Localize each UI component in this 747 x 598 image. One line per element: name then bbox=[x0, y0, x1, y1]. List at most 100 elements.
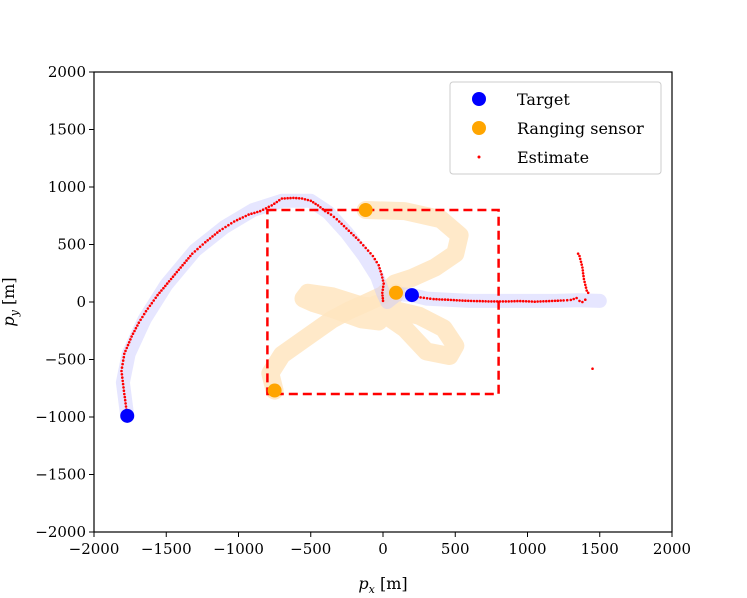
estimate-point bbox=[127, 341, 131, 344]
estimate-point bbox=[585, 289, 588, 292]
estimate-point bbox=[224, 225, 227, 229]
estimate-point bbox=[504, 300, 508, 303]
estimate-point bbox=[329, 213, 333, 216]
estimate-point bbox=[141, 315, 144, 319]
sensor-marker-1 bbox=[389, 285, 404, 300]
estimate-point bbox=[122, 355, 126, 359]
estimate-point bbox=[211, 235, 214, 238]
estimate-point bbox=[270, 204, 274, 207]
estimate-point bbox=[493, 300, 496, 303]
estimate-layer bbox=[120, 196, 594, 418]
y-tick-label: 0 bbox=[76, 293, 86, 311]
estimate-point bbox=[487, 300, 490, 303]
estimate-point bbox=[187, 257, 190, 260]
estimate-point bbox=[275, 200, 279, 204]
estimate-point bbox=[303, 198, 307, 201]
estimate-point bbox=[314, 202, 317, 206]
estimate-point bbox=[357, 238, 360, 242]
estimate-point bbox=[378, 267, 381, 270]
legend-box bbox=[449, 81, 662, 175]
estimate-point bbox=[125, 346, 129, 350]
estimate-point bbox=[213, 233, 217, 236]
estimate-point bbox=[572, 297, 575, 301]
estimate-point bbox=[247, 213, 250, 216]
estimate-point bbox=[126, 343, 130, 347]
region-box bbox=[266, 208, 500, 396]
estimate-point bbox=[142, 312, 146, 316]
estimate-point bbox=[432, 297, 435, 301]
y-tick-label: −2000 bbox=[35, 523, 86, 541]
estimate-point bbox=[536, 300, 539, 303]
estimate-point bbox=[354, 236, 358, 239]
estimate-point bbox=[443, 298, 447, 301]
estimate-point bbox=[533, 300, 536, 304]
estimate-point bbox=[575, 296, 578, 300]
x-tick-label: −500 bbox=[290, 540, 331, 558]
y-tick-label: 500 bbox=[57, 236, 86, 254]
legend-sensor-marker bbox=[472, 121, 486, 135]
estimate-point bbox=[173, 273, 177, 276]
estimate-point bbox=[241, 216, 245, 219]
estimate-point bbox=[289, 196, 292, 200]
estimate-point bbox=[232, 220, 236, 223]
estimate-point bbox=[278, 198, 281, 202]
estimate-point bbox=[527, 300, 531, 303]
estimate-point bbox=[547, 299, 551, 303]
estimate-point bbox=[316, 204, 320, 207]
estimate-point bbox=[381, 291, 384, 295]
estimate-point bbox=[369, 252, 372, 255]
estimate-point bbox=[539, 300, 542, 303]
estimate-point bbox=[255, 210, 259, 214]
estimate-point bbox=[193, 250, 197, 253]
estimate-point bbox=[244, 214, 247, 218]
estimate-point bbox=[218, 229, 221, 232]
estimate-point bbox=[379, 270, 382, 273]
estimate-point bbox=[435, 297, 438, 301]
estimate-point bbox=[261, 208, 265, 211]
estimate-point bbox=[309, 199, 313, 203]
estimate-point bbox=[124, 402, 127, 405]
estimate-point bbox=[337, 220, 341, 223]
estimate-point bbox=[131, 332, 135, 336]
estimate-point bbox=[581, 269, 585, 272]
estimate-point bbox=[584, 283, 587, 287]
estimate-point bbox=[381, 288, 385, 292]
estimate-point bbox=[283, 197, 287, 200]
y-tick-label: −500 bbox=[45, 351, 86, 369]
y-tick-label: −1000 bbox=[35, 408, 86, 426]
estimate-point bbox=[120, 369, 123, 373]
estimate-point bbox=[583, 280, 586, 284]
estimate-point bbox=[342, 224, 346, 228]
estimate-point bbox=[332, 215, 336, 219]
estimate-point bbox=[347, 229, 351, 232]
estimate-point bbox=[377, 263, 381, 267]
marker-layer bbox=[120, 203, 419, 423]
estimate-point bbox=[521, 299, 525, 303]
estimate-point bbox=[206, 239, 209, 242]
estimate-point bbox=[121, 376, 124, 379]
estimate-point bbox=[513, 299, 516, 303]
estimate-point bbox=[381, 294, 384, 297]
estimate-point bbox=[461, 299, 464, 302]
x-tick-label: −1000 bbox=[213, 540, 264, 558]
estimate-point bbox=[129, 338, 132, 341]
estimate-point bbox=[458, 299, 461, 302]
estimate-point bbox=[306, 198, 310, 202]
estimate-point bbox=[165, 282, 169, 285]
estimate-point bbox=[204, 240, 207, 244]
estimate-point bbox=[162, 286, 165, 290]
y-axis-label: py [m] bbox=[0, 277, 21, 326]
estimate-point bbox=[120, 366, 124, 369]
estimate-point bbox=[335, 217, 339, 221]
estimate-point bbox=[137, 321, 141, 325]
estimate-point bbox=[156, 293, 159, 297]
estimate-point bbox=[120, 373, 124, 376]
y-tick-label: 2000 bbox=[48, 63, 86, 81]
sensor-marker-2 bbox=[267, 383, 282, 398]
legend: Target Ranging sensor Estimate bbox=[449, 81, 662, 175]
estimate-point bbox=[446, 298, 450, 302]
estimate-point bbox=[201, 243, 204, 246]
region-layer bbox=[266, 208, 500, 396]
estimate-point bbox=[136, 324, 139, 327]
x-axis-ticks: −2000 −1500 −1000 −500 0 500 1000 1500 2000 bbox=[69, 532, 691, 558]
